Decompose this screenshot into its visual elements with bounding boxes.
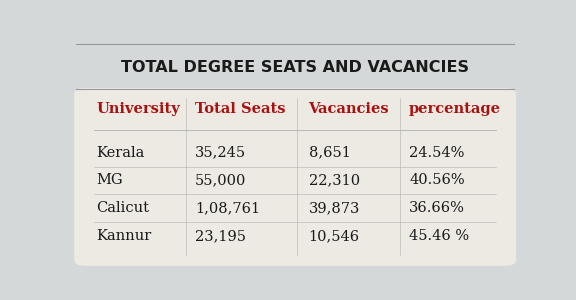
Text: TOTAL DEGREE SEATS AND VACANCIES: TOTAL DEGREE SEATS AND VACANCIES [121,60,469,75]
Text: Kannur: Kannur [97,229,152,243]
Text: 45.46 %: 45.46 % [409,229,469,243]
Text: Total Seats: Total Seats [195,102,285,116]
Text: University: University [97,102,180,116]
Text: 10,546: 10,546 [309,229,360,243]
Text: Vacancies: Vacancies [309,102,389,116]
Text: 36.66%: 36.66% [409,201,465,215]
Text: percentage: percentage [409,102,501,116]
Text: 24.54%: 24.54% [409,146,464,160]
Text: MG: MG [97,173,123,188]
Text: Kerala: Kerala [97,146,145,160]
Text: 22,310: 22,310 [309,173,360,188]
Text: 35,245: 35,245 [195,146,246,160]
Text: 55,000: 55,000 [195,173,246,188]
Text: Calicut: Calicut [97,201,150,215]
Text: 1,08,761: 1,08,761 [195,201,260,215]
Text: 8,651: 8,651 [309,146,350,160]
FancyBboxPatch shape [74,88,516,266]
Text: 39,873: 39,873 [309,201,360,215]
Text: 23,195: 23,195 [195,229,246,243]
Text: 40.56%: 40.56% [409,173,465,188]
